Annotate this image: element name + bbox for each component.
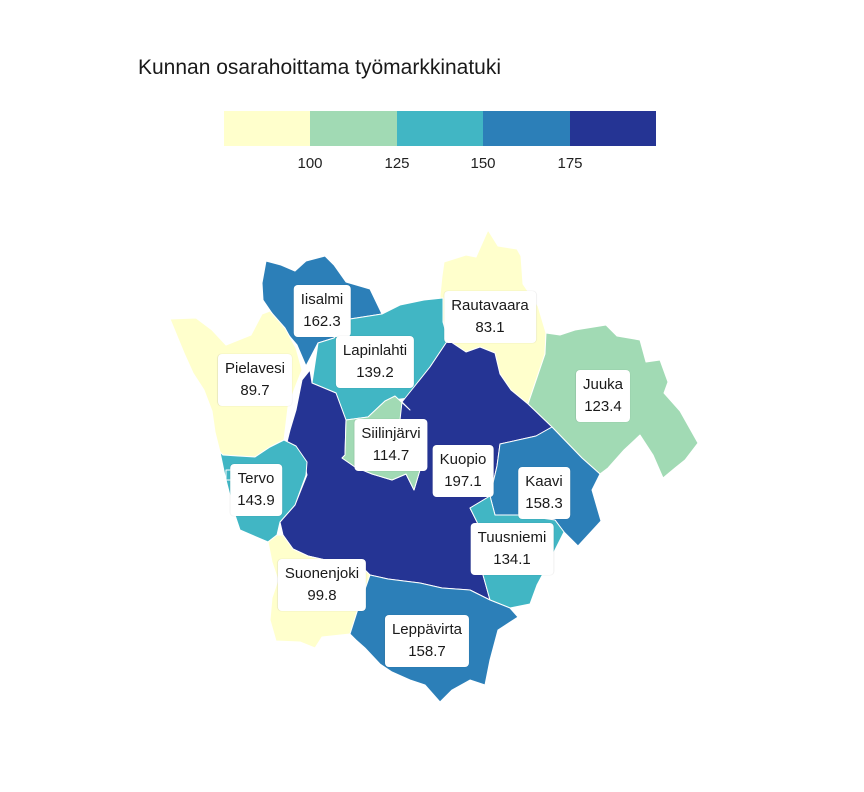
label-tuusniemi: Tuusniemi 134.1 [470,523,554,575]
label-tervo-value: 143.9 [237,492,275,509]
label-suonenjoki-value: 99.8 [307,587,337,604]
label-kaavi-name: Kaavi [525,473,563,490]
label-siilinjarvi-value: 114.7 [372,447,410,464]
label-leppavirta: Leppävirta 158.7 [384,615,470,667]
label-kuopio-name: Kuopio [439,451,487,468]
label-tuusniemi-name: Tuusniemi [477,529,547,546]
label-lapinlahti-name: Lapinlahti [342,342,408,359]
color-legend: 100 125 150 175 [224,111,657,172]
label-lapinlahti: Lapinlahti 139.2 [335,336,415,388]
label-leppavirta-name: Leppävirta [391,621,463,638]
legend-tick-100: 100 [297,155,323,172]
label-juuka-value: 123.4 [584,398,622,415]
label-suonenjoki-name: Suonenjoki [284,565,360,582]
legend-swatch-5 [569,111,657,146]
label-kaavi-value: 158.3 [525,495,563,512]
legend-swatch-4 [483,111,570,146]
label-pielavesi: Pielavesi 89.7 [217,354,293,406]
label-rautavaara: Rautavaara 83.1 [444,291,536,343]
legend-swatch-3 [396,111,484,146]
label-kuopio-value: 197.1 [444,473,482,490]
label-pielavesi-value: 89.7 [240,382,270,399]
label-tervo-name: Tervo [237,470,275,487]
legend-tick-175: 175 [557,155,583,172]
label-juuka-name: Juuka [582,376,624,393]
label-pielavesi-name: Pielavesi [224,360,286,377]
label-siilinjarvi: Siilinjärvi 114.7 [354,419,428,471]
label-kaavi: Kaavi 158.3 [518,467,570,519]
label-juuka: Juuka 123.4 [575,370,631,422]
label-iisalmi: Iisalmi 162.3 [293,285,351,337]
label-tervo: Tervo 143.9 [230,464,282,516]
legend-swatch-2 [310,111,397,146]
label-kuopio: Kuopio 197.1 [432,445,494,497]
label-iisalmi-name: Iisalmi [300,291,344,308]
label-leppavirta-value: 158.7 [408,643,446,660]
legend-tick-150: 150 [470,155,496,172]
label-siilinjarvi-name: Siilinjärvi [361,425,421,442]
label-tuusniemi-value: 134.1 [493,551,531,568]
legend-swatch-1 [224,111,311,146]
label-rautavaara-name: Rautavaara [451,297,529,314]
label-suonenjoki: Suonenjoki 99.8 [277,559,367,611]
label-lapinlahti-value: 139.2 [356,364,394,381]
legend-tick-125: 125 [384,155,410,172]
label-iisalmi-value: 162.3 [303,313,341,330]
map-title: Kunnan osarahoittama työmarkkinatuki [138,56,502,79]
label-rautavaara-value: 83.1 [475,319,505,336]
legend-bar [224,111,657,146]
